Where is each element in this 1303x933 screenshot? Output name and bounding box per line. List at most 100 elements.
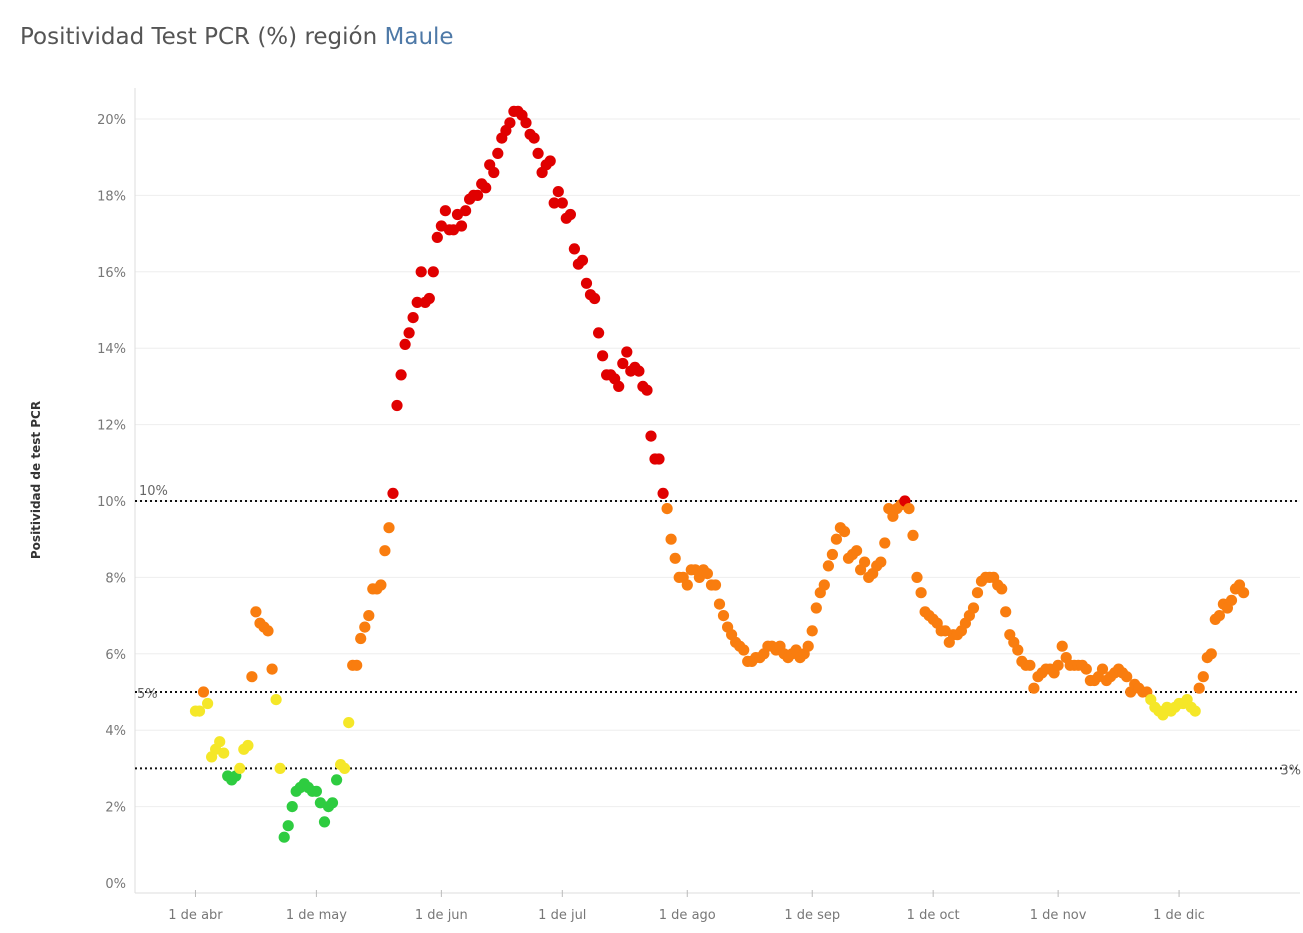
x-tick-label: 1 de dic <box>1153 908 1205 923</box>
data-point <box>665 533 677 545</box>
data-point <box>589 292 601 305</box>
y-tick-label: 20% <box>97 113 126 128</box>
data-point <box>274 762 286 775</box>
data-point <box>339 762 351 775</box>
reference-lines: 10% 5% 3% <box>135 484 1301 778</box>
y-tick-label: 18% <box>97 189 126 204</box>
data-point <box>657 487 669 499</box>
data-point <box>234 762 246 775</box>
data-point <box>593 327 605 339</box>
data-point <box>826 548 839 561</box>
data-point <box>564 208 577 221</box>
data-point <box>681 579 693 591</box>
data-point <box>1121 671 1133 683</box>
data-point <box>218 747 230 759</box>
x-axis-ticks: 1 de abr 1 de may 1 de jun 1 de jul 1 de ago… <box>168 890 1205 923</box>
data-point <box>1096 663 1109 675</box>
data-point <box>879 537 891 549</box>
y-axis-ticks: 0% 2% 4% 6% 8% 10% 12% 14% 16% 18% 20% <box>97 113 126 892</box>
data-point <box>310 785 322 797</box>
data-point <box>488 166 500 179</box>
title-main: Positividad Test PCR (%) región <box>20 24 378 50</box>
title-region-link[interactable]: Maule <box>384 24 454 50</box>
data-point <box>1012 644 1024 656</box>
data-point <box>472 189 484 201</box>
gridlines <box>135 118 1300 808</box>
data-point <box>1225 594 1238 606</box>
data-point <box>1193 682 1205 694</box>
data-point <box>355 632 367 645</box>
y-tick-label: 10% <box>97 495 126 510</box>
x-tick-label: 1 de abr <box>168 908 223 923</box>
data-point <box>193 705 206 717</box>
data-point <box>455 220 468 232</box>
data-point <box>713 598 726 610</box>
data-point <box>423 292 435 305</box>
data-point <box>262 625 274 637</box>
data-point <box>318 816 331 828</box>
data-point <box>617 357 629 370</box>
data-point <box>548 197 560 209</box>
data-point <box>278 831 290 843</box>
data-point <box>266 663 278 675</box>
data-point <box>859 556 871 568</box>
data-point <box>1189 705 1201 717</box>
data-point <box>411 296 423 308</box>
data-point <box>738 644 750 656</box>
data-point <box>971 587 984 599</box>
data-point <box>1080 663 1092 675</box>
data-point <box>556 197 568 209</box>
data-point <box>379 545 391 557</box>
data-point <box>621 346 633 358</box>
data-point <box>576 254 589 266</box>
data-point <box>903 503 915 515</box>
data-point <box>544 155 556 167</box>
data-point <box>830 533 843 545</box>
y-tick-label: 14% <box>97 342 126 357</box>
data-point <box>282 820 294 832</box>
data-point <box>351 659 363 671</box>
data-point <box>580 277 593 289</box>
data-point <box>391 399 403 412</box>
data-point <box>875 556 887 568</box>
data-point <box>1213 610 1225 622</box>
data-point <box>851 545 863 557</box>
x-tick-label: 1 de nov <box>1030 908 1087 923</box>
data-point <box>246 671 258 683</box>
data-point <box>532 147 544 159</box>
data-point <box>427 266 439 278</box>
data-point <box>911 571 923 584</box>
data-point <box>492 147 504 159</box>
data-point <box>1205 648 1217 660</box>
data-point <box>996 583 1008 595</box>
data-point <box>810 602 822 614</box>
data-point <box>1000 606 1012 618</box>
reference-line-label: 5% <box>137 687 158 702</box>
x-tick-label: 1 de jun <box>415 908 468 923</box>
data-point <box>197 686 210 698</box>
data-point <box>597 350 609 362</box>
data-point <box>822 560 835 572</box>
data-point <box>439 205 451 217</box>
data-point <box>552 186 564 198</box>
data-point <box>645 430 657 442</box>
data-point <box>915 587 927 599</box>
data-point <box>1238 587 1250 599</box>
data-point <box>431 231 443 243</box>
data-point <box>701 568 714 580</box>
data-point <box>363 610 375 622</box>
data-point <box>633 365 645 377</box>
data-point <box>1024 659 1036 671</box>
data-point <box>331 774 343 786</box>
x-tick-label: 1 de sep <box>784 908 840 923</box>
data-point <box>326 797 339 809</box>
data-point <box>907 529 919 542</box>
data-point <box>838 526 851 538</box>
data-point <box>528 132 540 144</box>
data-point <box>568 243 581 255</box>
data-point <box>202 697 214 710</box>
x-tick-label: 1 de oct <box>907 908 960 923</box>
data-point <box>802 640 814 652</box>
chart-title: Positividad Test PCR (%) región Maule <box>20 24 454 50</box>
